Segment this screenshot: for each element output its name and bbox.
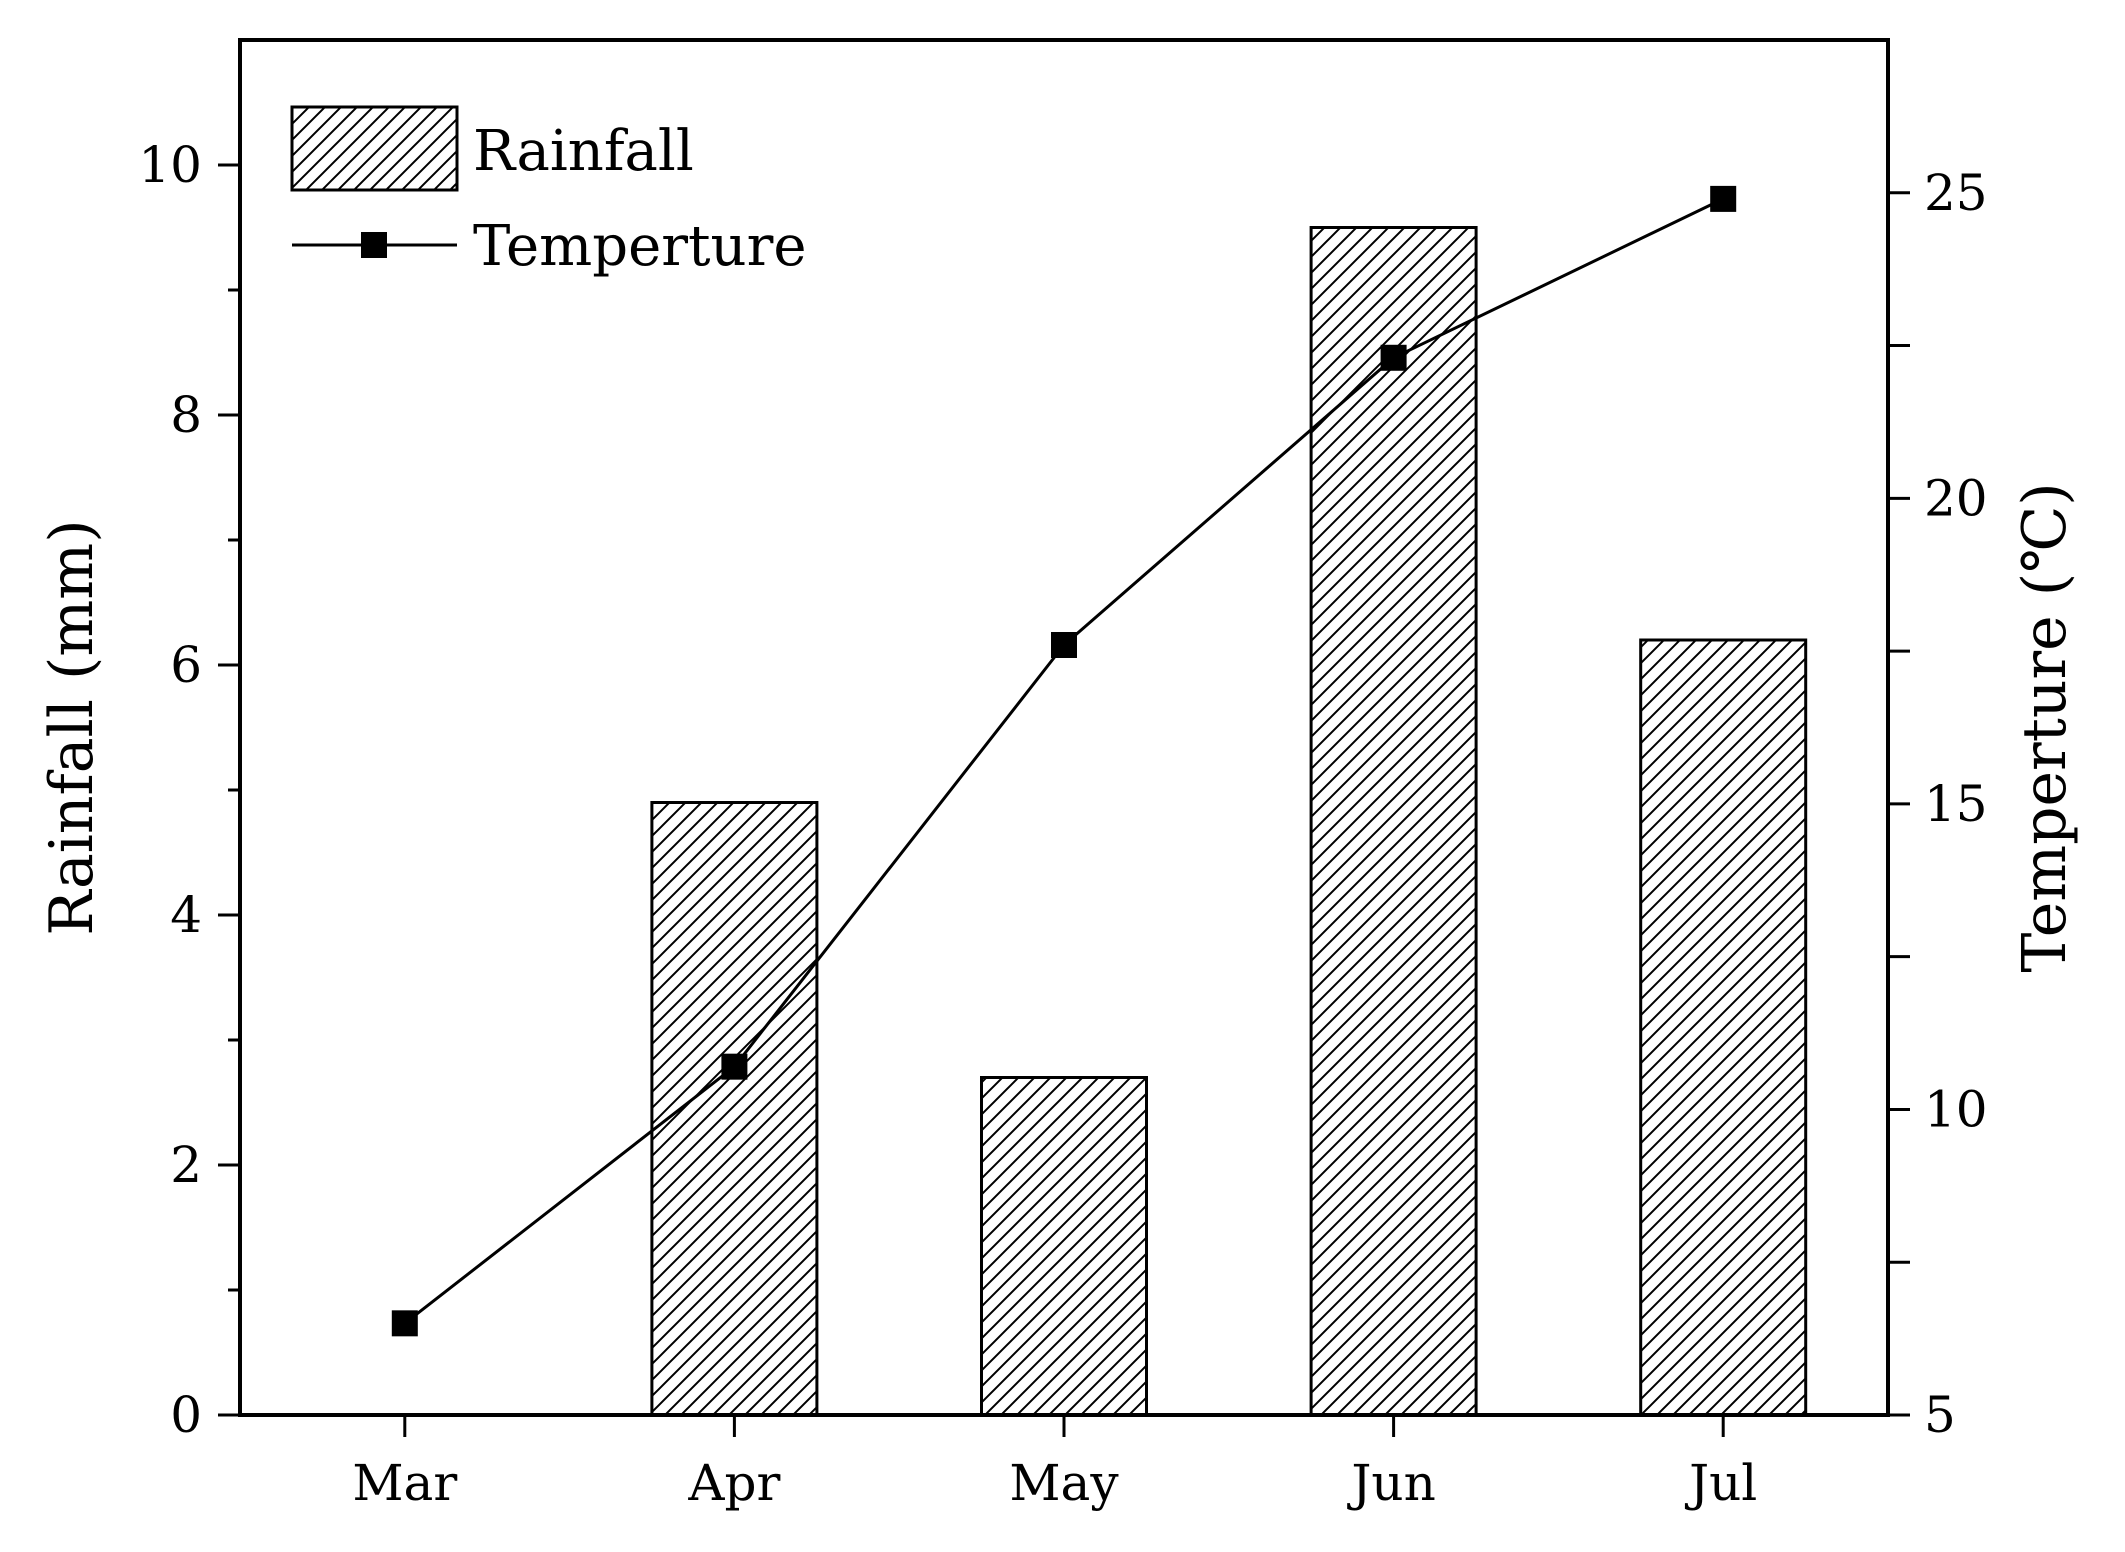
- left-tick-label: 2: [170, 1136, 202, 1194]
- x-tick-label-apr: Apr: [687, 1454, 780, 1512]
- x-tick-label-may: May: [1009, 1454, 1119, 1512]
- right-tick-label: 5: [1924, 1386, 1956, 1444]
- left-tick-label: 0: [170, 1386, 202, 1444]
- right-tick-label: 10: [1924, 1080, 1988, 1138]
- temperature-line: [391, 185, 1737, 1337]
- legend-label-rainfall: Rainfall: [473, 119, 694, 184]
- left-tick-label: 10: [138, 136, 202, 194]
- temperature-point-mar: [391, 1310, 418, 1337]
- x-tick-label-jul: Jul: [1684, 1454, 1757, 1512]
- x-tick-label-mar: Mar: [352, 1454, 457, 1512]
- temperature-point-apr: [721, 1053, 748, 1080]
- right-tick-label: 15: [1924, 775, 1988, 833]
- x-tick-label-jun: Jun: [1346, 1454, 1435, 1512]
- rainfall-bar-jun: [1309, 226, 1478, 1417]
- temperature-point-may: [1051, 632, 1077, 658]
- left-axis-ticks: 0 2 4 6 8 10: [138, 136, 240, 1444]
- right-axis-ticks: 5 10 15 20 25: [1888, 164, 1988, 1444]
- legend-label-temperature: Temperture: [473, 214, 806, 279]
- rainfall-bar-apr: [650, 801, 819, 1417]
- right-tick-label: 20: [1924, 469, 1988, 527]
- legend-swatch-temperature-marker: [361, 232, 387, 258]
- rainfall-bars: [650, 226, 1808, 1417]
- right-axis-title: Temperture (℃): [2010, 482, 2080, 972]
- left-axis-title: Rainfall (mm): [37, 519, 107, 935]
- left-tick-label: 4: [170, 886, 202, 944]
- left-tick-label: 8: [170, 386, 202, 444]
- rainfall-bar-may: [980, 1076, 1148, 1417]
- temperature-point-jul: [1710, 185, 1737, 212]
- rainfall-bar-jul: [1639, 638, 1808, 1417]
- legend: Rainfall Temperture: [290, 105, 806, 279]
- left-tick-label: 6: [170, 636, 202, 694]
- right-tick-label: 25: [1924, 164, 1988, 222]
- legend-swatch-rainfall: [290, 105, 459, 192]
- temperature-point-jun: [1380, 344, 1407, 371]
- x-axis-ticks: Mar Apr May Jun Jul: [352, 1415, 1757, 1512]
